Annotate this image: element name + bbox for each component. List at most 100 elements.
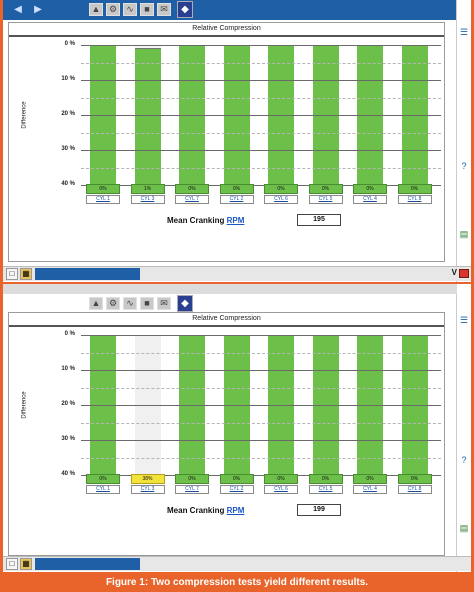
grid-line	[81, 387, 441, 389]
window-titlebar	[3, 284, 457, 294]
rpm-value-field: 199	[297, 504, 341, 516]
forward-arrow-icon[interactable]: ▶	[34, 4, 42, 15]
list-icon[interactable]: ☰	[459, 315, 469, 325]
grid-line	[81, 150, 441, 151]
cylinder-value: 0%	[86, 184, 120, 194]
y-tick-label: 10 %	[61, 76, 75, 82]
print-icon[interactable]: ■	[140, 3, 154, 16]
cylinder-link[interactable]: CYL 3	[130, 195, 165, 204]
cylinder-value: 0%	[175, 184, 209, 194]
sidebar: ☰ ? ▤	[456, 294, 471, 572]
taskbar: □ ▦ V	[3, 266, 471, 281]
screen-test-2: ▲ ⚙ ∿ ■ ✉ ◆ ☰ ? ▤ Relative Compression D…	[3, 284, 471, 572]
back-arrow-icon[interactable]: ◀	[14, 4, 22, 15]
car-icon[interactable]: ▲	[89, 3, 103, 16]
cylinder-link[interactable]: CYL 8	[397, 485, 432, 494]
document-icon[interactable]: ▤	[459, 523, 469, 533]
cylinder-link[interactable]: CYL 6	[264, 485, 298, 494]
compression-chart	[81, 335, 441, 477]
cylinder-link[interactable]: CYL 8	[397, 195, 432, 204]
battery-icon[interactable]	[459, 269, 469, 278]
screen-test-1: ◀ ▶ ▲ ⚙ ∿ ■ ✉ ◆ ☰ ? ▤ Relative Compressi…	[3, 0, 471, 282]
cylinder-value: 0%	[219, 474, 254, 484]
grid-line	[81, 422, 441, 424]
vehicle-icon[interactable]: V	[451, 268, 457, 277]
toolbar: ◀ ▶ ▲ ⚙ ∿ ■ ✉ ◆	[3, 0, 457, 20]
mean-cranking-rpm-label: Mean Cranking RPM	[167, 506, 244, 515]
cylinder-value: 0%	[264, 474, 298, 484]
help-icon[interactable]: ?	[461, 161, 467, 171]
grid-line	[81, 132, 441, 134]
taskbar: □ ▦	[3, 556, 471, 571]
shield-badge-icon[interactable]: ◆	[177, 295, 193, 312]
car-icon[interactable]: ▲	[89, 297, 103, 310]
rpm-link[interactable]: RPM	[226, 506, 245, 515]
grid-line	[81, 405, 441, 406]
grid-line	[81, 335, 441, 336]
rpm-label-text: Mean Cranking	[167, 216, 225, 225]
figure-caption: Figure 1: Two compression tests yield di…	[105, 577, 369, 588]
grid-line	[81, 115, 441, 116]
cylinder-value: 0%	[264, 184, 298, 194]
y-tick-label: 30 %	[61, 146, 75, 152]
shield-badge-icon[interactable]: ◆	[177, 1, 193, 18]
y-tick-label: 0 %	[64, 331, 75, 337]
cylinder-link[interactable]: CYL 7	[175, 485, 209, 494]
cylinder-link[interactable]: CYL 4	[353, 195, 387, 204]
cylinder-value: 0%	[308, 184, 343, 194]
relative-compression-panel: Relative Compression Difference 0 % 10 % 20…	[8, 312, 445, 556]
cylinder-value: 0%	[353, 474, 387, 484]
engine-icon[interactable]: ⚙	[106, 3, 120, 16]
cylinder-link[interactable]: CYL 1	[86, 195, 120, 204]
cylinder-link[interactable]: CYL 2	[219, 485, 254, 494]
cylinder-value: 0%	[397, 474, 432, 484]
cylinder-value: 1%	[130, 184, 165, 194]
cylinder-link[interactable]: CYL 4	[353, 485, 387, 494]
cylinder-link[interactable]: CYL 6	[264, 195, 298, 204]
toolbar: ▲ ⚙ ∿ ■ ✉ ◆	[3, 294, 457, 314]
grid-line	[81, 457, 441, 459]
y-tick-label: 20 %	[61, 401, 75, 407]
print-icon[interactable]: ■	[140, 297, 154, 310]
cylinder-link[interactable]: CYL 2	[219, 195, 254, 204]
cylinder-link[interactable]: CYL 1	[86, 485, 120, 494]
y-axis-label: Difference	[21, 101, 28, 129]
scope-icon[interactable]: ∿	[123, 297, 137, 310]
grid-icon[interactable]: ▦	[20, 558, 32, 570]
cylinder-link[interactable]: CYL 7	[175, 195, 209, 204]
sidebar: ☰ ? ▤	[456, 0, 471, 282]
cylinder-link[interactable]: CYL 5	[308, 195, 343, 204]
engine-icon[interactable]: ⚙	[106, 297, 120, 310]
y-tick-label: 0 %	[64, 41, 75, 47]
mean-cranking-rpm-label: Mean Cranking RPM	[167, 216, 244, 225]
file-icon[interactable]: □	[6, 268, 18, 280]
mail-icon[interactable]: ✉	[157, 297, 171, 310]
cylinder-difference-mark	[134, 45, 161, 49]
cylinder-value: 0%	[86, 474, 120, 484]
status-bar	[35, 558, 140, 570]
cylinder-value: 0%	[175, 474, 209, 484]
y-tick-label: 30 %	[61, 436, 75, 442]
rpm-label-text: Mean Cranking	[167, 506, 225, 515]
list-icon[interactable]: ☰	[459, 27, 469, 37]
y-axis-label: Difference	[21, 391, 28, 419]
grid-line	[81, 45, 441, 46]
help-icon[interactable]: ?	[461, 455, 467, 465]
cylinder-value: 0%	[219, 184, 254, 194]
file-icon[interactable]: □	[6, 558, 18, 570]
compression-chart	[81, 45, 441, 187]
y-tick-label: 10 %	[61, 366, 75, 372]
grid-line	[81, 185, 441, 186]
cylinder-link[interactable]: CYL 5	[308, 485, 343, 494]
mail-icon[interactable]: ✉	[157, 3, 171, 16]
rpm-link[interactable]: RPM	[226, 216, 245, 225]
cylinder-link[interactable]: CYL 3	[130, 485, 165, 494]
grid-line	[81, 440, 441, 441]
cylinder-value: 0%	[397, 184, 432, 194]
scope-icon[interactable]: ∿	[123, 3, 137, 16]
grid-icon[interactable]: ▦	[20, 268, 32, 280]
grid-line	[81, 97, 441, 99]
panel-title: Relative Compression	[9, 313, 444, 327]
rpm-value-field: 195	[297, 214, 341, 226]
document-icon[interactable]: ▤	[459, 229, 469, 239]
